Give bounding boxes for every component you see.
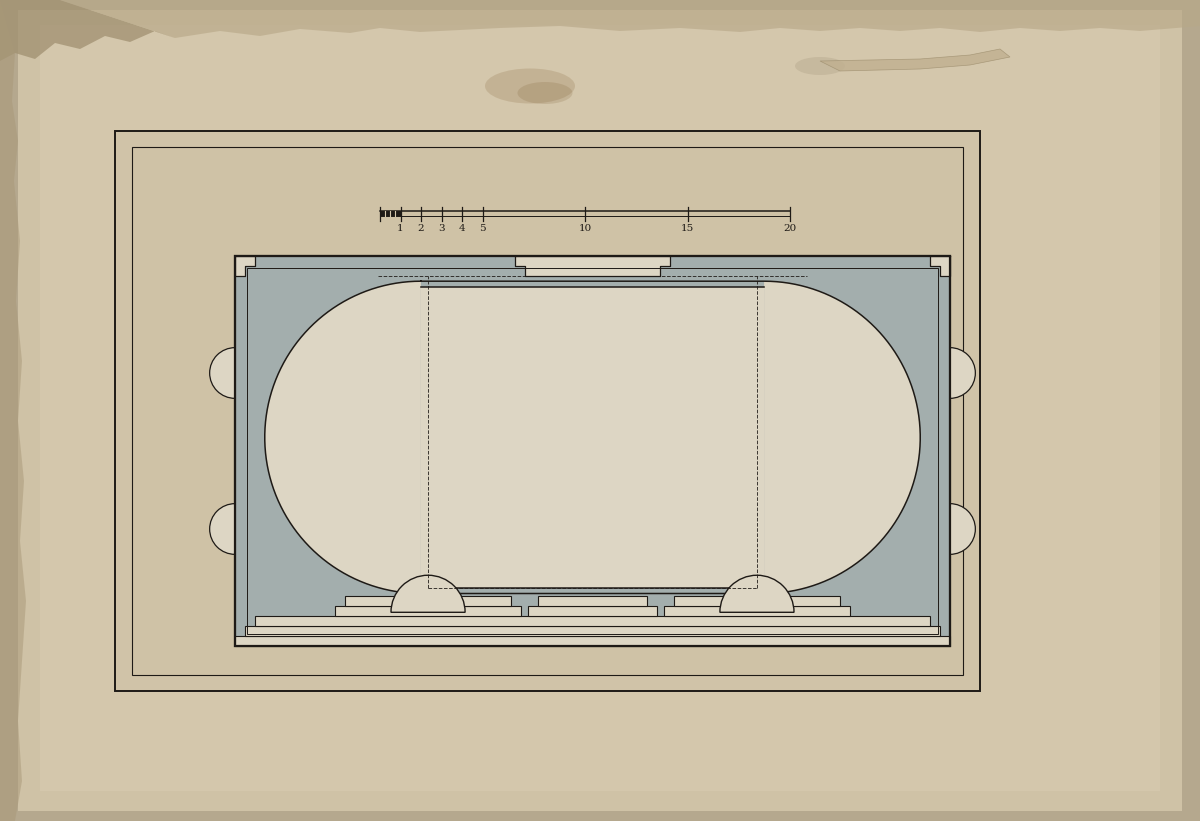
Bar (380, 211, 401, 216)
Wedge shape (764, 282, 920, 594)
Bar (235, 256, 950, 646)
Wedge shape (210, 503, 235, 554)
Bar (235, 256, 950, 646)
Text: 3: 3 (438, 224, 445, 233)
Bar (664, 606, 850, 616)
Bar (235, 256, 950, 646)
Text: 10: 10 (578, 224, 592, 233)
Ellipse shape (485, 68, 575, 103)
Wedge shape (265, 282, 421, 594)
Text: 15: 15 (680, 224, 694, 233)
Text: 4: 4 (458, 224, 466, 233)
Polygon shape (0, 0, 26, 821)
Wedge shape (210, 347, 235, 398)
Text: 1: 1 (397, 224, 404, 233)
Bar (256, 616, 930, 626)
Bar (335, 606, 521, 616)
Bar (245, 626, 940, 636)
Bar (132, 147, 964, 675)
Bar (674, 596, 840, 606)
Polygon shape (930, 256, 950, 276)
Bar (538, 596, 647, 606)
Bar (346, 596, 511, 606)
Wedge shape (391, 576, 466, 612)
Ellipse shape (796, 57, 845, 75)
Text: 20: 20 (784, 224, 797, 233)
Text: 2: 2 (418, 224, 425, 233)
Bar (115, 131, 980, 691)
Bar (421, 287, 764, 588)
Polygon shape (0, 0, 175, 61)
Wedge shape (950, 347, 976, 398)
Ellipse shape (517, 82, 572, 104)
Polygon shape (515, 256, 670, 276)
Bar (247, 268, 938, 634)
Polygon shape (235, 256, 256, 276)
Polygon shape (820, 49, 1010, 71)
Wedge shape (720, 576, 794, 612)
Wedge shape (950, 503, 976, 554)
Bar (235, 636, 950, 646)
Polygon shape (0, 0, 1200, 38)
Text: 5: 5 (479, 224, 486, 233)
Bar (528, 606, 656, 616)
